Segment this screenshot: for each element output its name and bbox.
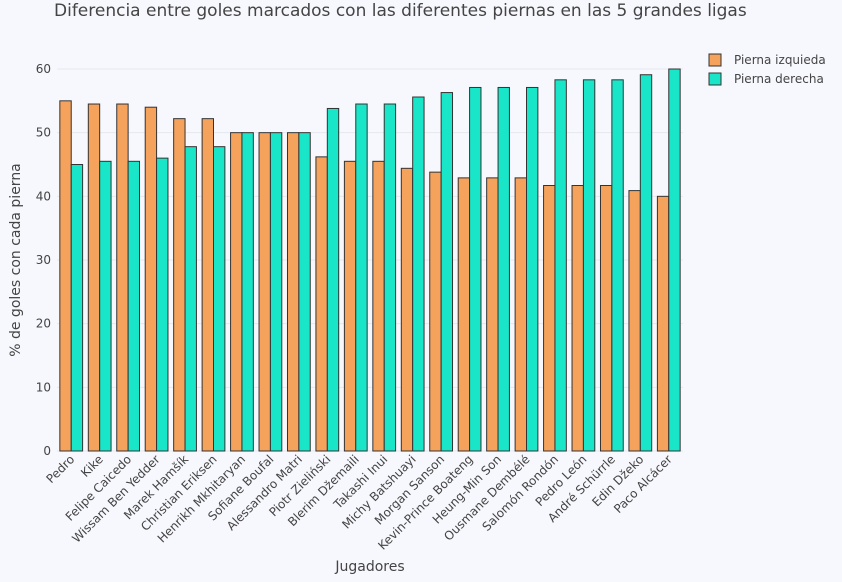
bar-izquierda (59, 100, 72, 452)
bar-derecha (213, 146, 226, 452)
legend-label: Pierna derecha (734, 72, 824, 86)
y-axis-title: % de goles con cada pierna (8, 163, 24, 357)
bar-derecha (668, 68, 681, 452)
bar-derecha (298, 132, 311, 452)
bar-izquierda (514, 177, 527, 452)
bar-derecha (127, 160, 141, 452)
bar-derecha (582, 79, 596, 452)
bar-izquierda (286, 132, 300, 452)
bar-izquierda (87, 103, 101, 452)
bar-izquierda (230, 132, 243, 452)
bar-derecha (156, 157, 169, 452)
bar-izquierda (543, 185, 556, 452)
y-tick-label: 30 (36, 253, 51, 267)
bar-derecha (469, 86, 482, 452)
chart-title: Diferencia entre goles marcados con las … (54, 1, 747, 21)
bar-derecha (355, 103, 368, 452)
bar-izquierda (571, 185, 584, 452)
bar-izquierda (628, 190, 641, 452)
legend-swatch (708, 53, 722, 67)
bar-derecha (611, 79, 624, 452)
legend-swatch (708, 72, 722, 86)
y-tick-label: 60 (36, 62, 51, 76)
bar-derecha (526, 86, 539, 452)
bar-derecha (241, 132, 254, 452)
y-tick-label: 20 (36, 317, 51, 331)
bars (59, 68, 681, 452)
bar-izquierda (429, 171, 442, 452)
bar-izquierda (201, 118, 214, 452)
bar-derecha (412, 96, 425, 452)
bar-izquierda (144, 106, 158, 452)
bar-derecha (440, 92, 454, 452)
bar-izquierda (457, 177, 471, 452)
bar-derecha (99, 160, 112, 452)
bar-izquierda (599, 185, 613, 452)
bar-izquierda (486, 177, 499, 452)
bar-izquierda (173, 118, 186, 452)
bar-derecha (326, 107, 340, 452)
bar-derecha (184, 146, 197, 452)
y-tick-label: 40 (36, 189, 51, 203)
bar-derecha (554, 79, 567, 452)
bar-izquierda (343, 160, 357, 452)
x-axis-title: Jugadores (334, 559, 404, 575)
legend-label: Pierna izquieda (734, 53, 826, 67)
y-tick-label: 10 (36, 380, 51, 394)
bar-izquierda (400, 167, 414, 452)
bar-derecha (639, 74, 653, 452)
y-tick-label: 0 (43, 444, 51, 458)
bar-derecha (269, 132, 283, 452)
bar-derecha (497, 86, 510, 452)
bar-izquierda (372, 160, 385, 452)
bar-izquierda (656, 195, 670, 452)
bar-derecha (70, 164, 84, 452)
bar-izquierda (258, 132, 271, 452)
bar-izquierda (116, 103, 129, 452)
bar-derecha (383, 103, 397, 452)
y-axis-ticks: 0 10 20 30 40 50 60 (36, 62, 51, 458)
bar-izquierda (315, 156, 328, 452)
legend: Pierna izquieda Pierna derecha (708, 53, 826, 86)
y-tick-label: 50 (36, 126, 51, 140)
